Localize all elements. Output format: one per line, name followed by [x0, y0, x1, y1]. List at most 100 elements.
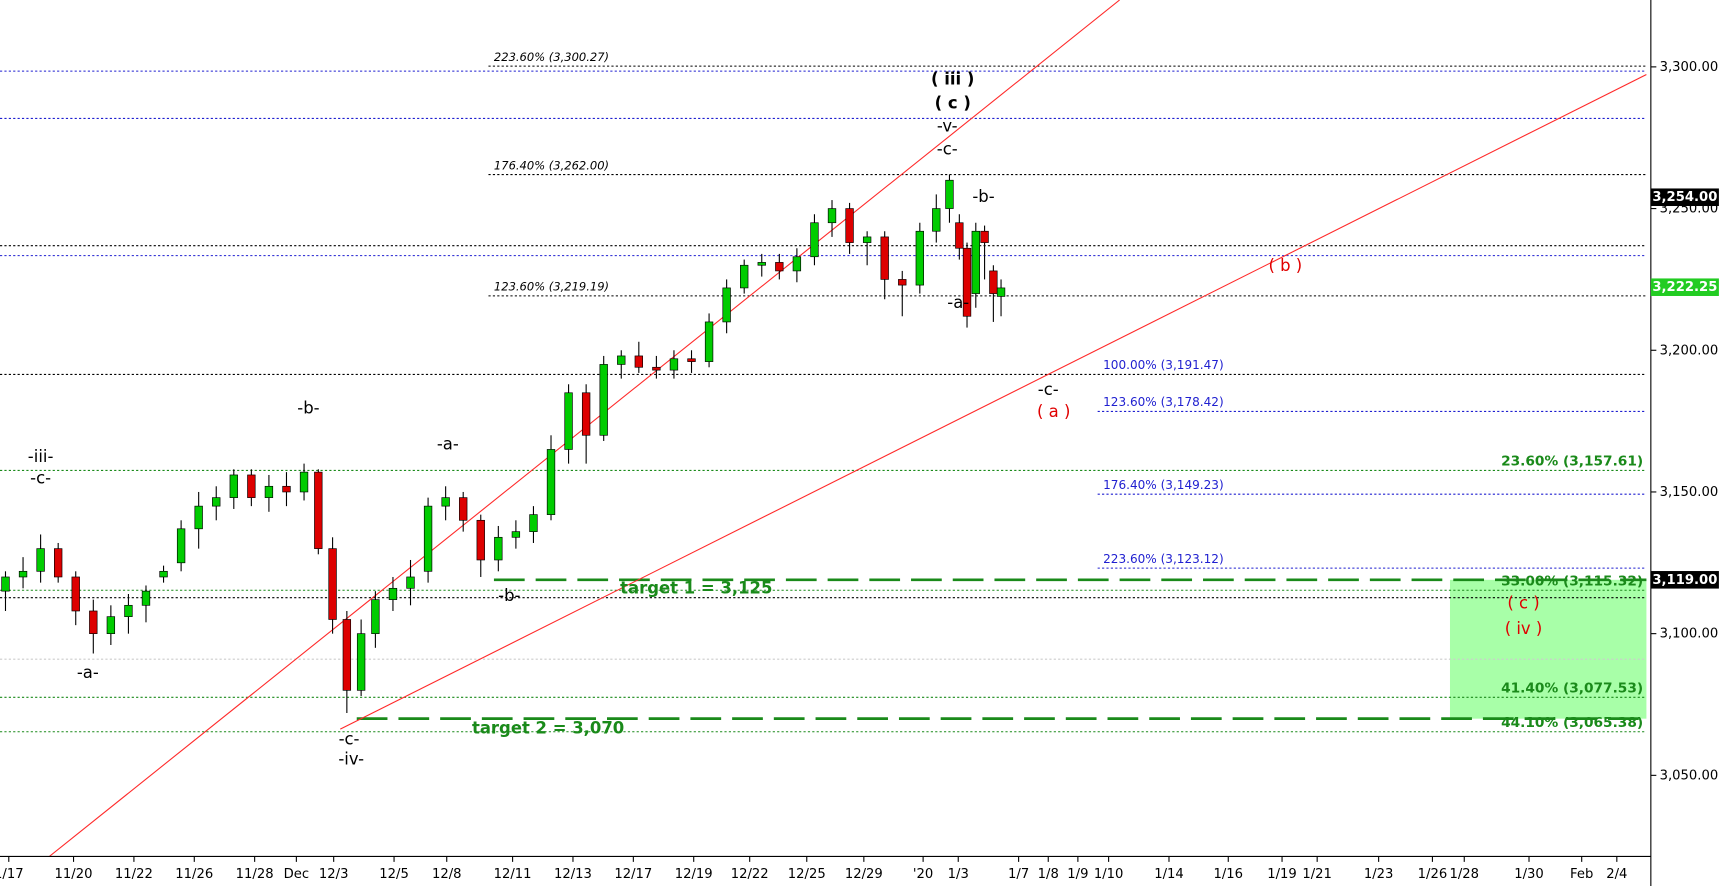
x-tick-label: 12/19	[675, 867, 713, 882]
wave-label: ( c )	[1507, 594, 1539, 613]
candle-body	[124, 604, 133, 617]
candle-body	[176, 528, 186, 564]
candle-body	[371, 599, 380, 634]
x-tick-label: 12/5	[379, 867, 409, 882]
candle-body	[229, 474, 238, 498]
wave-label: -c-	[30, 469, 51, 488]
x-tick-label: 1/14	[1154, 867, 1184, 882]
candle-body	[704, 321, 714, 362]
level-label: 223.60% (3,300.27)	[494, 50, 609, 64]
level-label: 176.40% (3,149.23)	[1103, 478, 1224, 492]
candle-body	[342, 619, 352, 691]
x-tick-label: 1/19	[1267, 867, 1297, 882]
x-tick-label: 1/21	[1302, 867, 1332, 882]
candle-body	[314, 471, 323, 549]
x-tick-label: 12/3	[319, 867, 349, 882]
wave-label: ( iii )	[931, 70, 974, 89]
candle-body	[980, 230, 989, 243]
wave-label: -b-	[498, 586, 520, 605]
candle-body	[989, 270, 998, 294]
candle-body	[962, 247, 972, 317]
x-tick-label: '20	[913, 867, 933, 882]
candle-body	[89, 610, 98, 634]
candle-body	[810, 222, 819, 258]
candle-body	[862, 236, 872, 243]
y-tick-label: 3,200.00	[1660, 343, 1719, 358]
wave-label: -a-	[947, 293, 969, 312]
x-tick-label: 2/4	[1606, 867, 1627, 882]
x-tick-label: 11/28	[236, 867, 274, 882]
wave-label: ( iv )	[1505, 619, 1543, 638]
x-tick-label: Feb	[1570, 867, 1593, 882]
x-tick-label: 11/26	[175, 867, 213, 882]
candle-body	[827, 208, 837, 224]
candle-body	[955, 222, 964, 249]
candle-body	[194, 505, 203, 530]
candle-body	[599, 364, 608, 436]
y-tick-label: 3,100.00	[1660, 627, 1719, 642]
wave-label: -c-	[937, 140, 958, 159]
price-label: 3,119.00	[1652, 573, 1717, 588]
candle-body	[141, 590, 151, 606]
candle-body	[36, 548, 45, 572]
candle-body	[529, 514, 538, 532]
x-tick-label: 12/11	[494, 867, 532, 882]
price-label: 3,222.25	[1652, 280, 1717, 295]
candle-body	[106, 616, 116, 634]
candle-body	[945, 179, 954, 209]
wave-label: -iii-	[28, 447, 54, 466]
candle-body	[581, 392, 591, 436]
x-tick-label: 1/9	[1067, 867, 1088, 882]
level-label: 100.00% (3,191.47)	[1103, 358, 1224, 372]
wave-label: -iv-	[338, 749, 364, 768]
wave-label: -b-	[297, 399, 319, 418]
wave-label: -b-	[972, 187, 994, 206]
candle-body	[1, 576, 10, 592]
x-tick-label: 1/7	[1008, 867, 1029, 882]
level-label: 44.10% (3,065.38)	[1501, 715, 1643, 731]
x-tick-label: 12/13	[554, 867, 592, 882]
candle-body	[792, 256, 802, 272]
candle-body	[652, 366, 661, 371]
level-label: 41.40% (3,077.53)	[1501, 681, 1643, 697]
candle-body	[971, 230, 980, 294]
wave-label: ( b )	[1268, 256, 1302, 275]
wave-label: ( c )	[935, 94, 971, 113]
candle-body	[932, 208, 941, 232]
candle-body	[898, 279, 907, 286]
x-tick-label: 12/25	[788, 867, 826, 882]
candle-body	[494, 536, 503, 561]
wave-label: -a-	[77, 663, 99, 682]
candle-body	[212, 497, 221, 507]
price-label: 3,254.00	[1652, 190, 1717, 205]
x-tick-label: 12/22	[731, 867, 769, 882]
candle-body	[476, 519, 485, 561]
x-tick-label: 1/16	[1213, 867, 1243, 882]
candle-body	[740, 264, 749, 289]
level-label: 33.00% (3,115.32)	[1501, 573, 1643, 589]
candle-body	[159, 570, 168, 578]
wave-label: ( a )	[1037, 402, 1070, 421]
x-tick-label: 1/28	[1449, 867, 1479, 882]
x-tick-label: 1/8	[1038, 867, 1059, 882]
wave-label: -c-	[1038, 380, 1059, 399]
candle-body	[18, 570, 28, 578]
x-tick-label: 11/22	[115, 867, 153, 882]
plot-area	[0, 0, 1647, 857]
x-tick-label: 1/17	[0, 867, 24, 882]
candle-body	[996, 287, 1006, 297]
candle-body	[634, 355, 643, 368]
candle-body	[282, 485, 291, 493]
wave-label: -a-	[437, 435, 459, 454]
x-tick-label: Dec	[284, 867, 309, 882]
x-tick-label: 1/30	[1514, 867, 1544, 882]
price-box	[1650, 571, 1719, 589]
candle-body	[459, 497, 468, 521]
x-tick-label: 12/29	[845, 867, 883, 882]
x-tick-label: 12/17	[614, 867, 652, 882]
candle-body	[757, 262, 766, 266]
candle-body	[687, 358, 696, 362]
candle-body	[441, 497, 450, 507]
